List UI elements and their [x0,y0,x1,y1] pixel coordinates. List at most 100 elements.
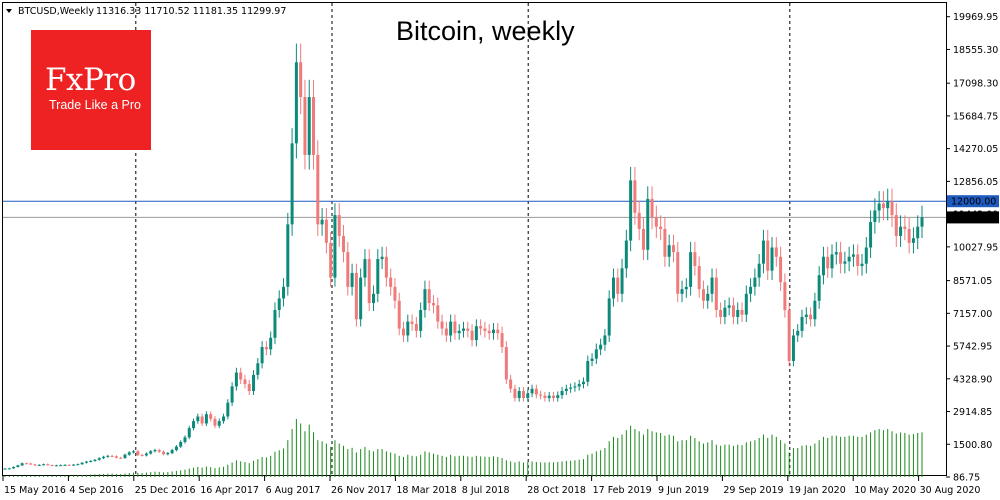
candle-body [479,326,483,329]
candle-body [616,277,620,294]
candle-body [504,347,508,380]
candle-body [903,226,907,229]
candle-body [851,254,855,257]
candle-body [444,328,448,336]
candle-body [671,245,675,253]
candle-body [791,335,795,361]
y-tick-label: 19969.95 [953,12,998,23]
candle-body [830,254,834,269]
candle-body [633,180,637,213]
x-tick-label: 10 May 2020 [854,485,916,496]
candle-body [170,450,174,454]
x-tick-label: 30 Aug 2020 [920,485,981,496]
y-tick-label: 12856.05 [953,177,998,188]
candle-body [153,450,157,452]
candle-body [183,437,187,442]
candle-body [911,238,915,243]
candle-body [641,228,645,250]
candle-body [419,310,423,331]
candle-body [834,252,838,255]
candle-body [436,305,440,322]
candle-body [650,198,654,218]
candle-body [530,388,534,394]
candle-body [7,468,11,470]
ohlc-readout: 11316.33 11710.52 11181.35 11299.97 [96,6,286,17]
candle-body [466,328,470,331]
x-tick-label: 25 Dec 2016 [135,485,196,496]
level-labels: 12000.00 11299.97 [947,195,999,224]
candle-body [689,252,693,287]
candle-body [877,203,881,211]
x-tick-label: 29 Sep 2019 [723,485,783,496]
candle-body [573,386,577,388]
candle-body [624,240,628,269]
candle-body [710,277,714,294]
candle-body [770,247,774,271]
candle-body [611,277,615,299]
candle-body [264,347,268,350]
candle-body [196,416,200,422]
candle-body [33,464,37,466]
candle-body [749,286,753,294]
candle-body [389,277,393,287]
candle-body [269,337,273,350]
candle-body [24,463,28,465]
candle-body [380,256,384,260]
candle-body [402,328,406,336]
candle-body [157,450,161,452]
candle-body [474,326,478,341]
y-tick-label: 86.75 [953,473,980,484]
candle-body [856,254,860,267]
candle-body [757,263,761,278]
candle-body [594,349,598,359]
candle-body [406,321,410,336]
candle-body [804,314,808,317]
candle-body [84,461,88,463]
candle-body [462,328,465,331]
candle-body [63,464,67,466]
candle-body [256,363,260,375]
x-tick-label: 9 Jun 2019 [658,485,709,496]
symbol-dropdown-icon[interactable] [6,9,12,13]
x-tick-label: 16 Apr 2017 [200,485,259,496]
volume-histogram [4,419,923,477]
candle-body [809,314,813,320]
level-label: 11299.97 [951,213,996,224]
candle-body [547,395,551,398]
candle-body [46,464,50,466]
candle-body [114,456,118,458]
candle-body [149,451,153,454]
candle-body [217,421,221,426]
y-tick-label: 7157.00 [953,309,992,320]
candle-body [620,268,624,294]
candle-body [667,245,671,257]
candle-body [136,451,140,455]
candle-body [209,414,213,419]
plot-frame [2,2,947,476]
candle-body [534,388,538,395]
candle-body [684,286,688,290]
x-tick-label: 28 Oct 2018 [527,485,586,496]
candle-body [509,379,513,389]
candle-body [779,256,783,283]
candle-body [243,379,247,385]
candle-body [127,452,131,455]
candle-body [273,310,277,338]
x-tick-label: 19 Jan 2020 [789,485,846,496]
candle-body [29,463,33,465]
candle-body [796,330,800,336]
horizontal-levels [3,200,946,218]
candle-body [551,395,555,398]
candle-body [59,465,63,467]
candle-body [410,321,414,324]
candle-body [320,219,324,225]
candle-body [42,464,46,466]
candle-body [174,446,178,451]
candle-body [723,307,727,317]
candle-body [316,154,320,225]
candle-body [607,298,611,336]
candle-body [179,441,183,447]
candle-body [491,329,495,334]
y-tick-label: 1500.80 [953,440,992,451]
